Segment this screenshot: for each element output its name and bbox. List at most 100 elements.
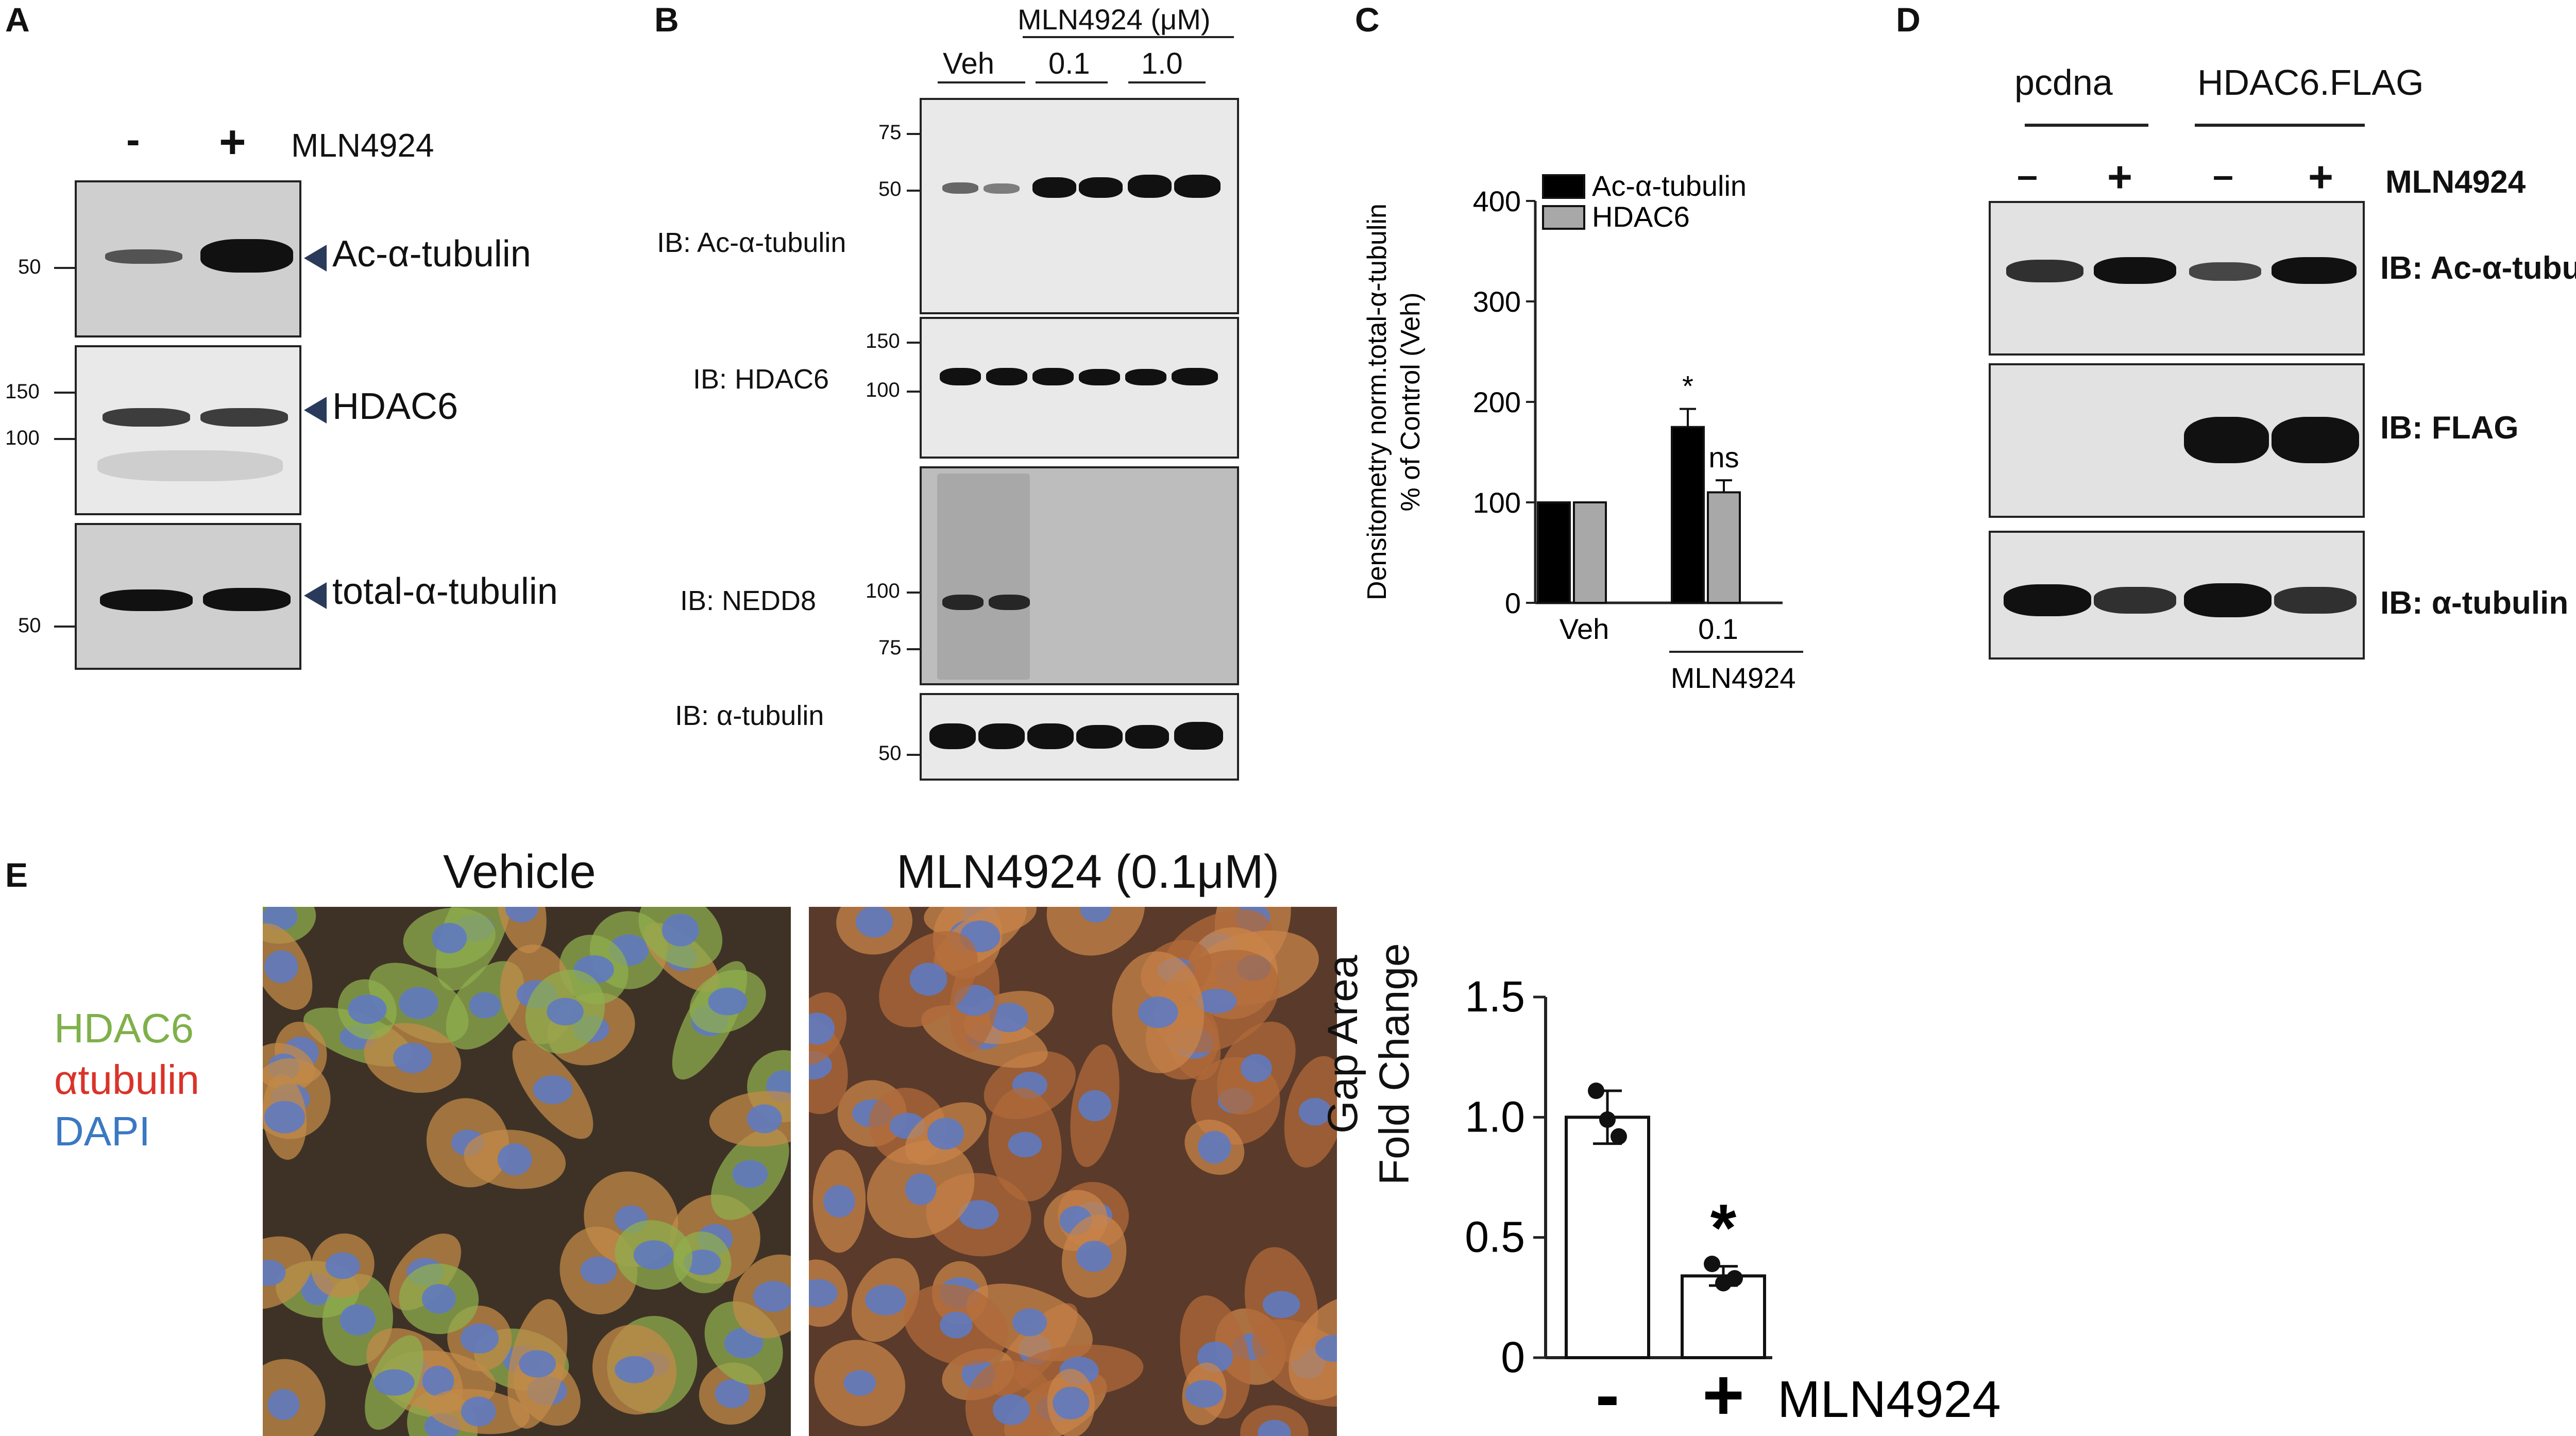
band [200, 408, 288, 427]
mw-marker: 100 [866, 379, 900, 401]
panel-d-label: D [1896, 1, 1921, 39]
image-title-vehicle: Vehicle [443, 846, 596, 898]
nucleus [432, 923, 467, 954]
blot-b-label-4: IB: α-tubulin [675, 700, 824, 731]
panel-d-lane-4: + [2308, 153, 2334, 201]
band [1128, 175, 1172, 198]
mw-marker: 150 [5, 380, 40, 403]
y-tick-label: 0 [1505, 587, 1521, 619]
significance: * [1682, 370, 1693, 402]
panel-b-label: B [654, 1, 679, 39]
nucleus [1258, 1420, 1291, 1436]
band [2274, 587, 2357, 614]
y-axis-label: Densitometry norm.total-α-tubulin [1362, 204, 1392, 600]
nucleus [633, 1240, 674, 1270]
panel-b-group-0-1: 0.1 [1048, 47, 1090, 80]
blot-b-hdac6 [920, 317, 1239, 459]
y-tick-label: 200 [1473, 386, 1521, 418]
nucleus [940, 1311, 973, 1339]
cells-mln4924 [809, 907, 1337, 1436]
band [1079, 369, 1120, 385]
micrograph-mln4924 [809, 907, 1337, 1436]
nucleus [399, 987, 438, 1019]
band [203, 588, 291, 611]
y-tick-label: 100 [1473, 486, 1521, 519]
band [100, 589, 193, 611]
nucleus [1138, 996, 1178, 1028]
band [1027, 723, 1074, 749]
blot-d-label-1: IB: Ac-α-tubulin [2380, 250, 2576, 286]
y-tick-label: 300 [1473, 285, 1521, 318]
nucleus [1012, 1308, 1047, 1337]
legend-entry: Ac-α-tubulin [1592, 170, 1747, 202]
nucleus [993, 1394, 1030, 1425]
nucleus [708, 987, 748, 1016]
nucleus [497, 1143, 532, 1176]
band [2272, 417, 2359, 463]
nucleus [264, 950, 298, 984]
y-tick-label: 0.5 [1465, 1213, 1525, 1261]
blot-a-label-3: total-α-tubulin [332, 571, 558, 612]
panel-a-lane-minus: - [126, 116, 140, 162]
nucleus [348, 994, 387, 1024]
band [2004, 584, 2091, 616]
mw-tick [907, 391, 920, 393]
nucleus [1298, 1097, 1331, 1126]
group-line [1128, 81, 1206, 83]
chart-c: 0 100 200 300 400 Densitometry norm.total-α-t… [1362, 170, 1803, 694]
y-axis-label-2: % of Control (Veh) [1396, 293, 1426, 512]
mw-marker: 75 [878, 121, 902, 144]
blot-a-label-2: HDAC6 [332, 386, 459, 427]
nucleus [989, 1002, 1029, 1033]
nucleus [905, 1173, 937, 1206]
micrograph-vehicle [263, 907, 791, 1436]
arrow-icon [304, 397, 327, 424]
mw-tick [907, 133, 920, 135]
band [2189, 262, 2261, 281]
band [2184, 583, 2272, 617]
nucleus [264, 1101, 306, 1134]
data-point [1588, 1083, 1604, 1099]
mw-marker: 50 [18, 256, 41, 278]
nucleus [1076, 1240, 1112, 1272]
mw-marker: 75 [878, 636, 902, 659]
group-line [938, 81, 1025, 83]
band [986, 368, 1027, 385]
mw-tick [54, 438, 75, 440]
panel-e-label: E [5, 856, 28, 894]
panel-d-group-pcdna: pcdna [2014, 62, 2113, 103]
nucleus [263, 1259, 286, 1286]
nucleus [1198, 1130, 1231, 1164]
blot-b-label-3: IB: NEDD8 [680, 585, 817, 616]
band [2094, 587, 2176, 614]
nucleus [533, 1075, 573, 1104]
bar [1537, 501, 1571, 604]
mw-marker: 50 [878, 178, 902, 200]
stain-dapi: DAPI [54, 1108, 150, 1154]
group-line [1036, 81, 1108, 83]
panel-e-ylabel-2: Fold Change [1371, 943, 1418, 1185]
panel-d-lane-3: – [2213, 155, 2234, 196]
band [1174, 722, 1223, 750]
nucleus [547, 998, 584, 1026]
bar [1573, 501, 1607, 604]
cells-vehicle [263, 907, 791, 1436]
nucleus [421, 1284, 456, 1314]
blot-b-label-1: IB: Ac-α-tubulin [657, 227, 846, 258]
bar [1565, 1116, 1650, 1359]
mw-tick [907, 190, 920, 192]
nucleus [843, 1370, 876, 1396]
band [940, 368, 981, 385]
bar [1671, 426, 1705, 604]
panel-a-treatment: MLN4924 [291, 127, 434, 164]
y-tick-label: 0 [1501, 1333, 1525, 1381]
mw-tick [907, 592, 920, 594]
nucleus [1053, 1387, 1090, 1420]
band [1172, 368, 1218, 385]
nucleus [809, 1279, 838, 1308]
x-treatment-label: MLN4924 [1777, 1371, 2001, 1428]
blot-d-label-2: IB: FLAG [2380, 410, 2519, 446]
nucleus [909, 962, 947, 996]
nucleus [958, 1200, 999, 1229]
data-point [1599, 1111, 1616, 1128]
